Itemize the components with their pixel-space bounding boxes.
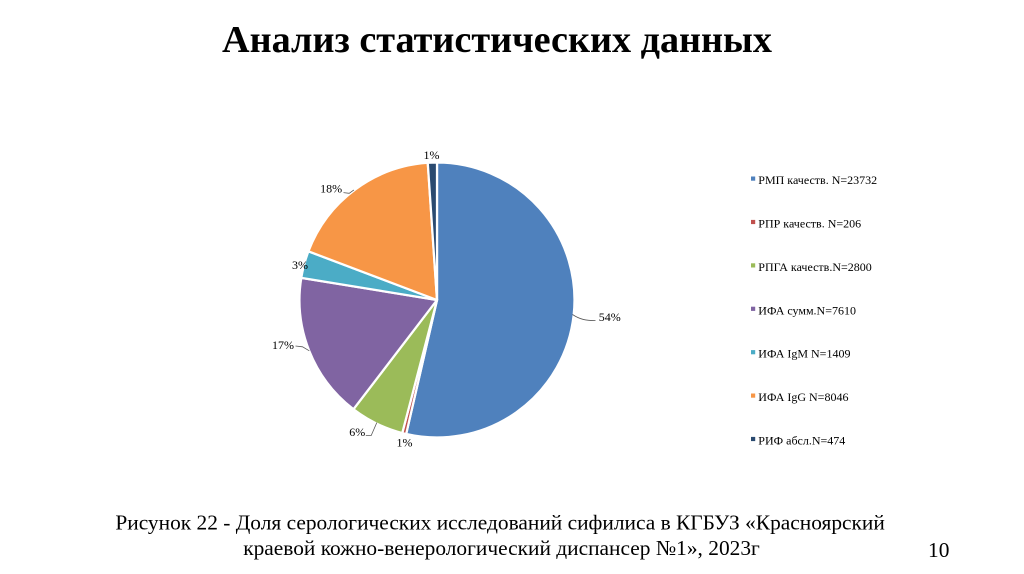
svg-text:54%: 54%: [599, 310, 621, 324]
svg-text:ИФА IgM N=1409: ИФА IgM N=1409: [758, 347, 850, 361]
svg-text:Рисунок 22 - Доля серологическ: Рисунок 22 - Доля серологических исследо…: [115, 511, 884, 535]
svg-text:1%: 1%: [397, 436, 413, 450]
svg-text:18%: 18%: [320, 182, 342, 196]
svg-text:Анализ статистических данных: Анализ статистических данных: [222, 19, 772, 61]
svg-text:1%: 1%: [424, 148, 440, 162]
svg-text:10: 10: [928, 538, 949, 562]
svg-text:РПР качеств. N=206: РПР качеств. N=206: [758, 217, 861, 231]
svg-text:РИФ абсл.N=474: РИФ абсл.N=474: [758, 434, 845, 448]
svg-text:РПГА качеств.N=2800: РПГА качеств.N=2800: [758, 260, 871, 274]
svg-text:краевой кожно-венерологический: краевой кожно-венерологический диспансер…: [243, 536, 760, 560]
svg-text:ИФА сумм.N=7610: ИФА сумм.N=7610: [758, 303, 856, 317]
svg-text:3%: 3%: [292, 258, 308, 272]
svg-text:РМП качеств. N=23732: РМП качеств. N=23732: [758, 173, 877, 187]
svg-text:6%: 6%: [349, 425, 365, 439]
svg-text:ИФА IgG N=8046: ИФА IgG N=8046: [758, 390, 848, 404]
svg-text:17%: 17%: [272, 338, 294, 352]
